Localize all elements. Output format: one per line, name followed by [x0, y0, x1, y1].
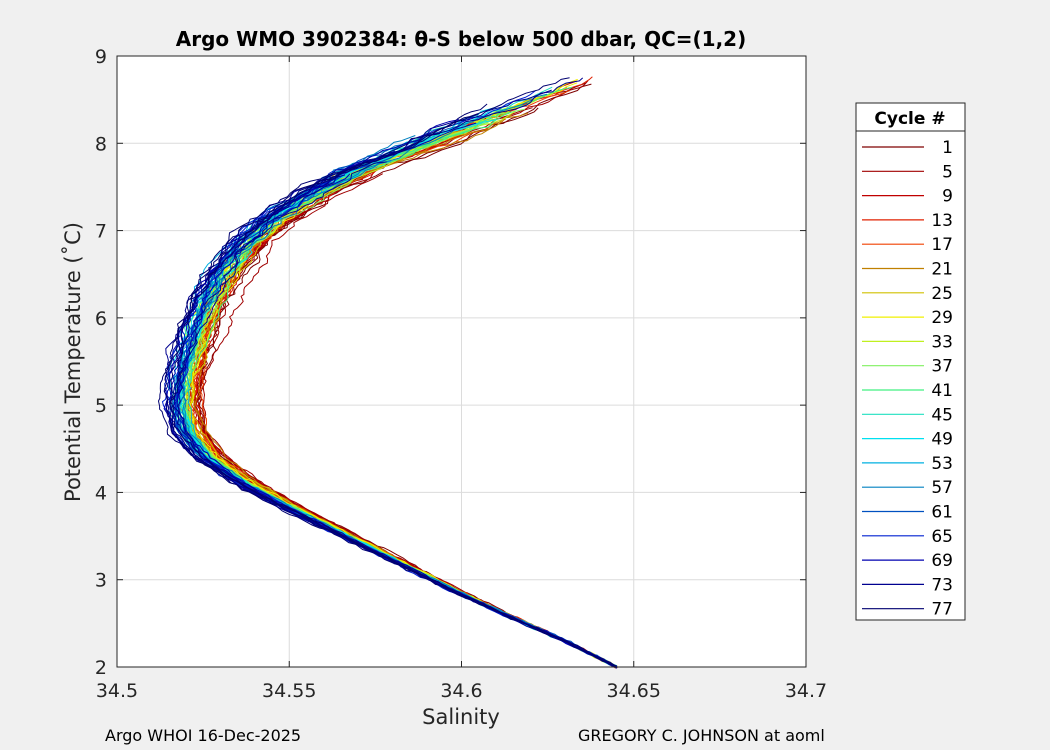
profile-line-cycle-5 — [195, 173, 618, 669]
legend-label-1: 1 — [942, 138, 953, 158]
x-tick-label: 34.5 — [96, 680, 138, 702]
grid-lines — [117, 56, 806, 667]
x-axis-label: Salinity — [422, 705, 500, 729]
x-tick-label: 34.7 — [785, 680, 827, 702]
legend-label-45: 45 — [931, 405, 953, 425]
y-tick-label: 7 — [95, 221, 107, 243]
x-tick-label: 34.6 — [440, 680, 482, 702]
profile-line-cycle-77 — [158, 77, 617, 669]
legend-label-5: 5 — [942, 162, 953, 182]
legend: Cycle # 1 5 9 13 17 21 25 29 33 37 41 45 49 53 57 61 65 6… — [855, 102, 966, 621]
legend-label-73: 73 — [931, 575, 953, 595]
legend-label-61: 61 — [931, 503, 953, 523]
profile-line-cycle-77 — [169, 113, 617, 668]
legend-entries: 1 5 9 13 17 21 25 29 33 37 41 45 49 53 57 61 65 69 73 77 — [862, 138, 953, 620]
legend-label-33: 33 — [931, 332, 953, 352]
profile-line-cycle-77 — [163, 163, 617, 668]
legend-label-9: 9 — [942, 187, 953, 207]
chart-title: Argo WMO 3902384: θ-S below 500 dbar, QC… — [176, 27, 746, 51]
legend-label-65: 65 — [931, 527, 953, 547]
y-tick-label: 5 — [95, 395, 107, 417]
x-tick-label: 34.65 — [607, 680, 661, 702]
legend-label-37: 37 — [931, 357, 953, 377]
y-tick-label: 6 — [95, 308, 107, 330]
legend-label-53: 53 — [931, 454, 953, 474]
y-axis-ticks: 2 3 4 5 6 7 8 9 — [95, 46, 806, 679]
legend-label-25: 25 — [931, 284, 953, 304]
legend-label-69: 69 — [931, 551, 953, 571]
legend-title: Cycle # — [874, 109, 945, 129]
legend-label-49: 49 — [931, 430, 953, 450]
y-tick-label: 3 — [95, 570, 107, 592]
x-tick-label: 34.55 — [262, 680, 316, 702]
y-tick-label: 2 — [95, 657, 107, 679]
legend-label-57: 57 — [931, 478, 953, 498]
footer-right: GREGORY C. JOHNSON at aoml — [578, 726, 825, 745]
y-tick-label: 9 — [95, 46, 107, 68]
y-tick-label: 4 — [95, 482, 107, 504]
y-tick-label: 8 — [95, 133, 107, 155]
legend-label-29: 29 — [931, 308, 953, 328]
legend-label-17: 17 — [931, 235, 953, 255]
footer-left: Argo WHOI 16-Dec-2025 — [105, 726, 301, 745]
legend-label-21: 21 — [931, 260, 953, 280]
legend-label-41: 41 — [931, 381, 953, 401]
legend-label-13: 13 — [931, 211, 953, 231]
y-axis-label: Potential Temperature (˚C) — [61, 222, 85, 502]
legend-box — [855, 102, 966, 621]
profile-lines — [158, 76, 618, 669]
x-axis-ticks: 34.5 34.55 34.6 34.65 34.7 — [96, 56, 827, 702]
legend-label-77: 77 — [931, 600, 953, 620]
